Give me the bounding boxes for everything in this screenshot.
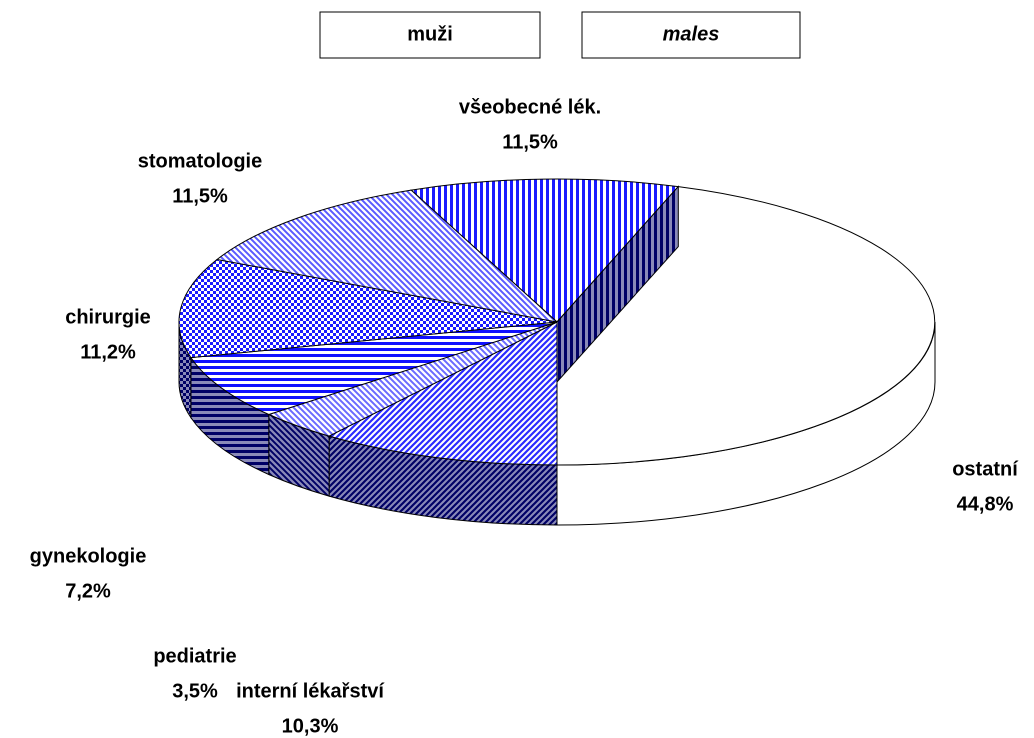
slice bbox=[190, 321, 558, 416]
value-label: 11,5% bbox=[502, 131, 558, 153]
slice-label: stomatologie bbox=[138, 150, 262, 172]
slice bbox=[410, 178, 680, 323]
legend-box bbox=[581, 11, 801, 59]
slice-label: pediatrie bbox=[153, 645, 236, 667]
value-label: 3,5% bbox=[172, 680, 218, 702]
slice-label: všeobecné lék. bbox=[459, 96, 601, 118]
slice bbox=[327, 321, 558, 466]
slice bbox=[215, 189, 559, 323]
legend-box bbox=[319, 11, 541, 59]
pie bbox=[178, 178, 936, 526]
chart-title: muži bbox=[407, 23, 453, 45]
value-label: 10,3% bbox=[282, 715, 339, 737]
slice-label: chirurgie bbox=[65, 306, 151, 328]
value-label: 7,2% bbox=[65, 580, 111, 602]
slice-label: interní lékařství bbox=[236, 680, 385, 702]
slice-label: gynekologie bbox=[30, 545, 147, 567]
value-label: 11,5% bbox=[172, 185, 228, 207]
value-label: 44,8% bbox=[957, 493, 1014, 515]
chart-subtitle: males bbox=[663, 23, 720, 45]
slice-label: ostatní bbox=[952, 458, 1019, 480]
slice bbox=[178, 258, 558, 359]
value-label: 11,2% bbox=[80, 341, 136, 363]
